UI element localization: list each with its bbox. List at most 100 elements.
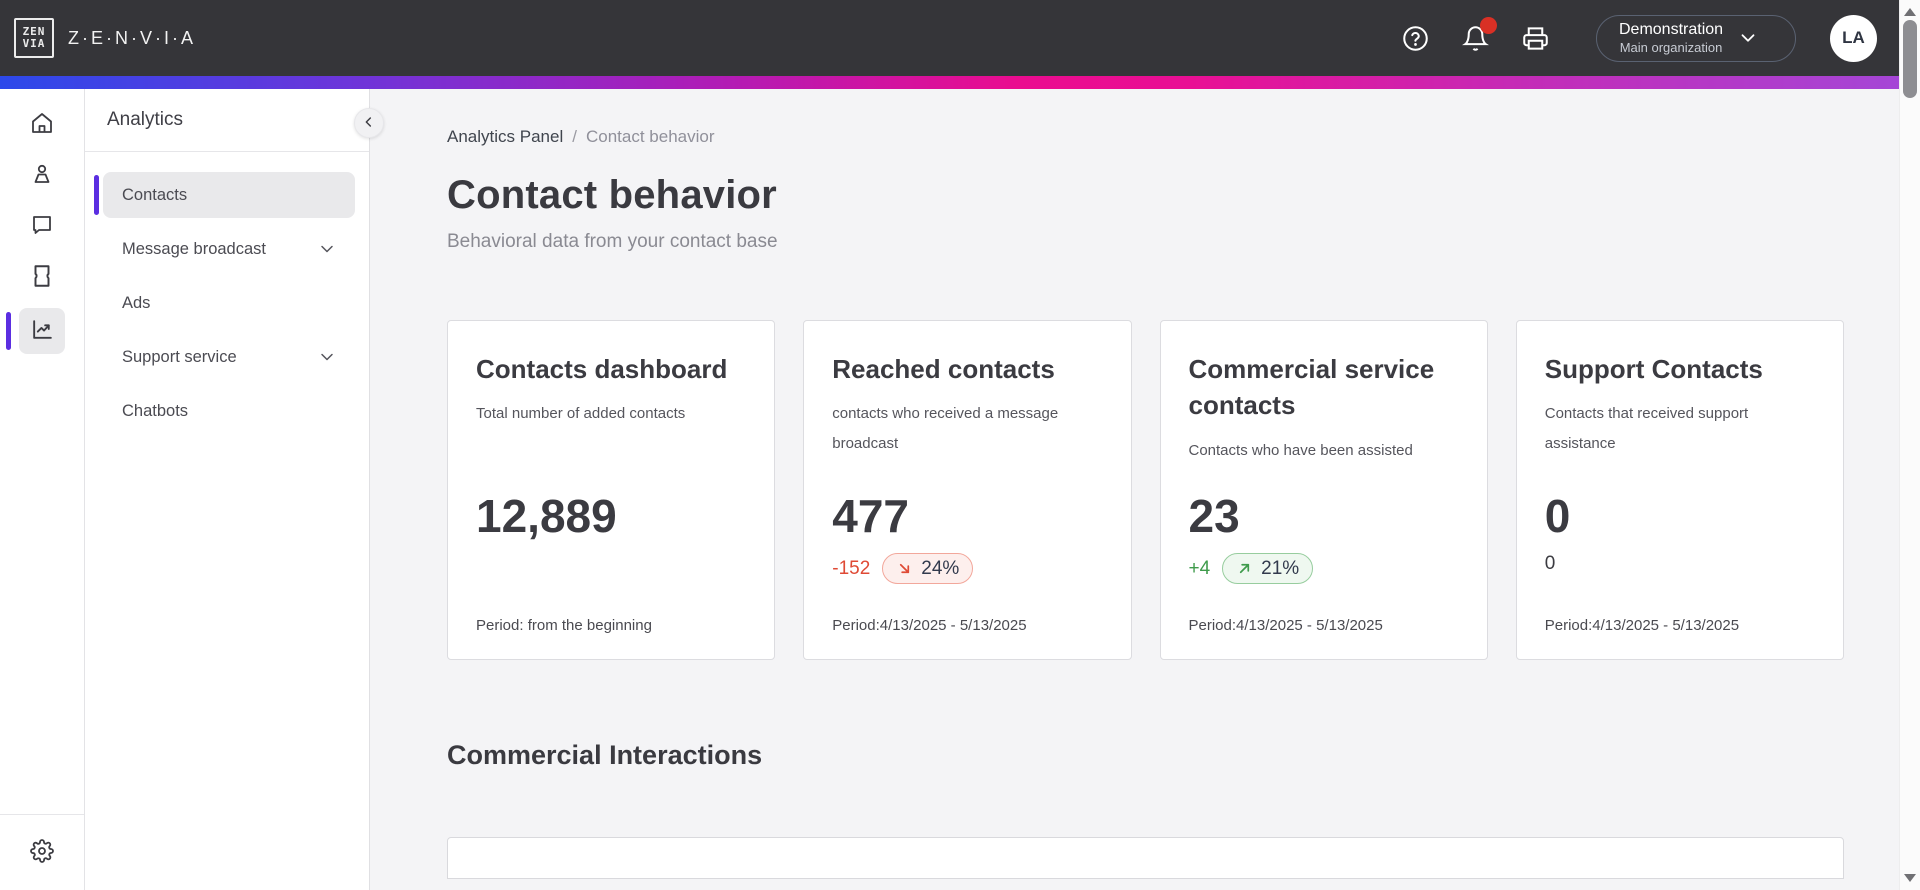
rail-footer [0,814,84,890]
breadcrumb-separator: / [572,127,577,146]
scrollbar-up-arrow[interactable] [1904,8,1916,16]
bell-icon [1461,25,1489,52]
card-title: Commercial service contacts [1188,354,1435,421]
brand-wordmark: Z·E·N·V·I·A [68,27,196,48]
sidebar-item-chatbots[interactable]: Chatbots [103,388,355,434]
card-title: Contacts dashboard [476,354,728,384]
sidebar-item-contacts[interactable]: Contacts [94,172,355,218]
sidebar-item-label: Support service [122,347,237,366]
sidebar-collapse-button[interactable] [354,108,384,138]
chat-bubble-icon [30,213,54,240]
rail-item-contacts[interactable] [22,155,62,195]
rail-item-home[interactable] [22,104,62,144]
sidebar-item-label: Contacts [122,185,188,204]
rail-item-analytics[interactable] [6,308,65,354]
arrow-up-right-icon [1240,563,1250,574]
card-period: Period: from the beginning [476,617,652,634]
card-value: 0 [1544,490,1571,542]
chevron-left-icon [361,114,377,133]
sidebar-item-support-service[interactable]: Support service [103,334,355,380]
trend-percent: 24% [921,557,960,579]
help-button[interactable] [1400,23,1430,53]
card-support-contacts: Support Contacts Contacts that received … [1515,320,1844,660]
sidebar-item-label: Ads [122,293,151,312]
settings-button[interactable] [22,833,62,873]
page-subtitle: Behavioral data from your contact base [447,231,778,252]
sidebar-item-label: Message broadcast [122,239,266,258]
card-title: Support Contacts [1544,354,1763,384]
card-description: Contacts that received support assistanc… [1544,405,1749,453]
arrow-down-right-icon [900,563,910,574]
card-title: Reached contacts [832,354,1055,384]
delta-row: 0 [1545,553,1556,575]
trend-badge-up: 21% [1222,553,1314,584]
card-value: 477 [832,490,909,542]
sidebar-header: Analytics [85,89,369,152]
page-title: Contact behavior [447,173,777,217]
zenvia-logo-icon: ZEN VIA [14,18,54,58]
organization-selector[interactable]: Demonstration Main organization [1596,14,1796,62]
logo-text-top: ZEN [22,25,46,38]
delta-row: -152 24% [832,553,974,584]
sidebar-title: Analytics [107,109,184,130]
home-icon [30,111,54,138]
card-period: Period:4/13/2025 - 5/13/2025 [832,617,1027,634]
card-period: Period:4/13/2025 - 5/13/2025 [1188,617,1383,634]
delta-value: -152 [832,557,871,579]
kpi-cards-row: Contacts dashboard Total number of added… [447,320,1844,660]
delta-value: 0 [1544,553,1556,574]
scrollbar-thumb[interactable] [1903,20,1917,98]
print-button[interactable] [1520,23,1550,53]
topbar: ZEN VIA Z·E·N·V·I·A [0,0,1920,76]
printer-icon [1522,25,1549,52]
ticket-icon [29,263,55,292]
gear-icon [30,839,54,866]
topbar-actions: Demonstration Main organization LA [1400,14,1877,62]
notification-badge [1480,17,1497,34]
notifications-button[interactable] [1460,17,1497,53]
organization-subtitle: Main organization [1619,39,1723,55]
sidebar-item-message-broadcast[interactable]: Message broadcast [103,226,355,272]
card-commercial-service-contacts: Commercial service contacts Contacts who… [1159,320,1488,660]
card-period: Period:4/13/2025 - 5/13/2025 [1544,617,1740,634]
sidebar-nav-list: Contacts Message broadcast Ads Support s… [85,152,369,434]
scrollbar-down-arrow[interactable] [1904,874,1916,882]
organization-name: Demonstration [1619,20,1724,38]
help-icon [1402,25,1429,52]
card-value: 12,889 [476,490,617,542]
breadcrumb-current: Contact behavior [585,127,715,146]
logo-text-bottom: VIA [22,37,46,50]
trend-badge-down: 24% [882,553,974,584]
organization-texts: Demonstration Main organization [1619,20,1723,56]
line-chart-icon [30,317,55,345]
chevron-down-icon [1737,27,1759,49]
card-description: contacts who received a message broadcas… [832,405,1059,453]
avatar[interactable]: LA [1830,14,1877,62]
chevron-down-icon [317,347,337,367]
person-icon [30,162,54,189]
delta-row: +4 21% [1189,553,1314,584]
delta-value: +4 [1188,557,1211,579]
commercial-interactions-panel [447,837,1844,879]
brand: ZEN VIA Z·E·N·V·I·A [14,18,196,58]
rail-item-conversations[interactable] [22,206,62,246]
card-value: 23 [1188,490,1240,542]
chevron-down-icon [317,239,337,259]
sidebar-item-ads[interactable]: Ads [103,280,355,326]
section-title-commercial-interactions: Commercial Interactions [447,740,763,770]
card-description: Total number of added contacts [476,405,686,423]
card-contacts-dashboard: Contacts dashboard Total number of added… [447,320,776,660]
vertical-scrollbar[interactable] [1899,0,1920,890]
card-reached-contacts: Reached contacts contacts who received a… [803,320,1132,660]
rail-item-tickets[interactable] [22,257,62,297]
sidebar-item-label: Chatbots [122,401,189,420]
icon-rail [0,89,85,890]
breadcrumb-analytics-panel[interactable]: Analytics Panel [447,127,564,146]
brand-gradient-bar [0,76,1920,89]
card-description: Contacts who have been assisted [1188,441,1413,459]
main-content: Analytics Panel / Contact behavior Conta… [370,89,1920,890]
trend-percent: 21% [1261,557,1300,579]
app-body: Analytics Contacts Message broadcast [0,89,1920,890]
analytics-sidebar: Analytics Contacts Message broadcast [85,89,384,890]
breadcrumb: Analytics Panel / Contact behavior [447,127,1844,147]
